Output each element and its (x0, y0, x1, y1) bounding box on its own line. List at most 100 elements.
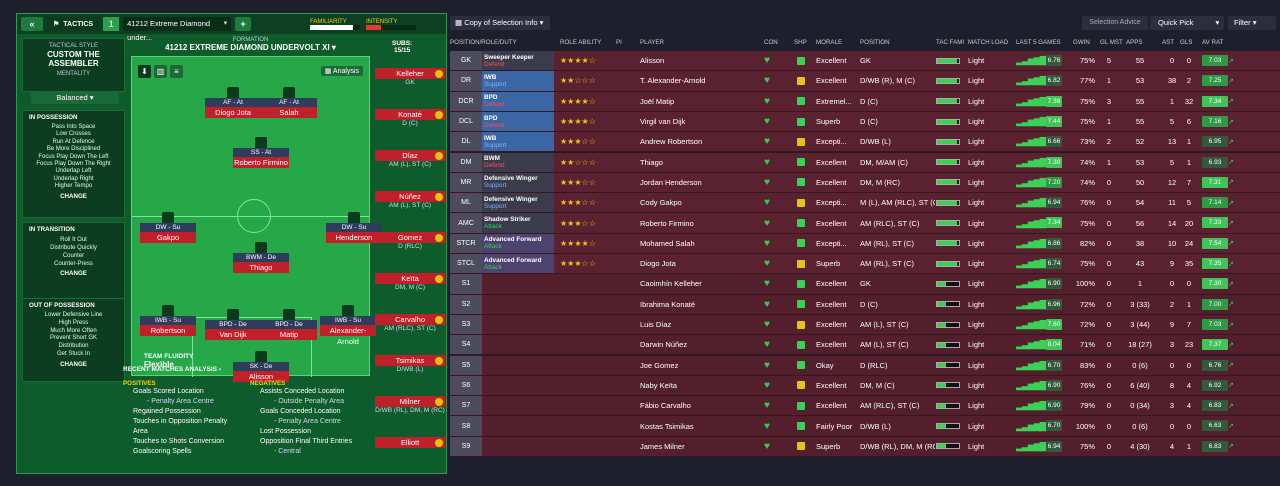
column-header[interactable]: TAC FAMI (936, 39, 965, 46)
tactical-style-box[interactable]: TACTICAL STYLE CUSTOM THE ASSEMBLER MENT… (22, 38, 125, 92)
role-duty[interactable]: Defensive Winger Support (482, 172, 554, 193)
tac-bar (936, 57, 960, 64)
table-row[interactable]: ML Defensive Winger Support ★★★☆☆ Cody Gakpo… (450, 193, 1280, 214)
column-header[interactable]: AST (1162, 39, 1175, 46)
sub-player[interactable]: Díaz AM (L), ST (C) (375, 150, 445, 181)
sub-player[interactable]: Núñez AM (L), ST (C) (375, 191, 445, 222)
column-header[interactable]: POSITION/ROLE/DUTY (450, 39, 517, 46)
list-icon[interactable]: ≡ (170, 65, 183, 78)
table-row[interactable]: GK Sweeper Keeper Defend ★★★★☆ Alisson ♥ Excel… (450, 51, 1280, 72)
column-header[interactable]: MORALE (816, 39, 843, 46)
pitch-player[interactable]: IWB - Su Robertson (140, 305, 196, 336)
role-duty[interactable]: BWM Defend (482, 152, 554, 172)
tactic-slot-number[interactable]: 1 (103, 17, 120, 31)
column-header[interactable]: GLS (1180, 39, 1193, 46)
pitch-player[interactable]: SK - De Alisson (233, 351, 289, 382)
table-row[interactable]: DL IWB Support ★★★☆☆ Andrew Robertson ♥ Except… (450, 132, 1280, 153)
pitch-player[interactable]: SS - At Roberto Firmino (233, 137, 289, 168)
table-row[interactable]: S6 Naby Keïta ♥ Excellent DM, M (C) Light ▂▃▅▆… (450, 375, 1280, 397)
table-row[interactable]: S3 Luis Díaz ♥ Excellent AM (L), ST (C) Light… (450, 314, 1280, 336)
role-duty[interactable]: Defensive Winger Support (482, 193, 554, 213)
sub-player[interactable]: Gomez D (RLC) (375, 232, 445, 263)
role-duty[interactable]: IWB Support (482, 71, 554, 91)
pitch-player[interactable]: IWB - Su Alexander-Arnold (320, 305, 376, 346)
match-load: Light (968, 380, 985, 390)
sub-name: Gomez (375, 232, 445, 243)
download-icon[interactable]: ⬇ (138, 65, 151, 78)
role-duty[interactable]: Shadow Striker Attack (482, 213, 554, 233)
table-row[interactable]: S4 Darwin Núñez ♥ Excellent AM (L), ST (C) Li… (450, 335, 1280, 356)
table-row[interactable]: STCR Advanced Forward Attack ★★★★☆ Mohamed S… (450, 233, 1280, 254)
tactics-tab[interactable]: ⚑ TACTICS (47, 17, 100, 31)
column-header[interactable]: SHP (794, 39, 807, 46)
column-header[interactable]: APPS (1126, 39, 1143, 46)
table-row[interactable]: S5 Joe Gomez ♥ Okay D (RLC) Light ▂▃▅▆▇ 6.70 83%… (450, 355, 1280, 376)
change-in-transition-button[interactable]: CHANGE (60, 270, 87, 277)
role-duty[interactable]: BPD Defend (482, 91, 554, 111)
filter-button[interactable]: Filter ▾ (1228, 16, 1276, 30)
pitch-player[interactable]: BWM - De Thiago (233, 242, 289, 273)
role-duty[interactable]: Advanced Forward Attack (482, 233, 554, 253)
positives-list: POSITIVES Goals Scored Location - Penalty… (123, 380, 243, 457)
table-row[interactable]: S8 Kostas Tsimikas ♥ Fairly Poor D/WB (L) Lig… (450, 416, 1280, 437)
pitch-player[interactable]: AF - At Diogo Jota (205, 87, 261, 118)
sub-player[interactable]: Carvalho AM (RLC), ST (C) (375, 314, 445, 345)
column-header[interactable]: PI (616, 39, 622, 46)
average-rating: 7.34 (1202, 95, 1228, 107)
table-row[interactable]: S9 James Milner ♥ Superb D/WB (RL), DM, M (R… (450, 436, 1280, 457)
sub-player[interactable]: Kelleher GK (375, 68, 445, 99)
column-header[interactable]: AV RAT (1202, 39, 1224, 46)
mentality-dropdown[interactable]: Balanced ▾ (31, 92, 119, 104)
tac-fill (937, 383, 946, 388)
view-dropdown[interactable]: ▦ Copy of Selection Info ▾ (450, 16, 550, 30)
column-header[interactable]: GWIN (1073, 39, 1090, 46)
table-row[interactable]: DCL BPD Defend ★★★★☆ Virgil van Dijk ♥ Superb D… (450, 111, 1280, 133)
column-header[interactable]: MATCH LOAD (968, 39, 1009, 46)
sub-player[interactable]: Elliott (375, 437, 445, 468)
pitch-player[interactable]: BPD - De Matip (261, 309, 317, 340)
recent-matches-analysis-link[interactable]: RECENT MATCHES ANALYSIS › (123, 366, 221, 373)
pitch-player[interactable]: DW - Su Gakpo (140, 212, 196, 243)
pitch-player[interactable]: BPD - De Van Dijk (205, 309, 261, 340)
tactic-name-dropdown[interactable]: 41212 Extreme Diamond under... ▾ (123, 17, 232, 42)
pitch-player[interactable]: AF - At Salah (261, 87, 317, 118)
table-row[interactable]: DM BWM Defend ★★☆☆☆ Thiago ♥ Excellent DM, M/AM… (450, 152, 1280, 173)
table-row[interactable]: S2 Ibrahima Konaté ♥ Excellent D (C) Light ▂▃▅… (450, 294, 1280, 315)
sub-player[interactable]: Keïta DM, M (C) (375, 273, 445, 304)
table-row[interactable]: DR IWB Support ★★☆☆☆ T. Alexander-Arnold ♥ Exc… (450, 71, 1280, 92)
column-header[interactable]: POSITION (860, 39, 890, 46)
goal-mistakes: 1 (1106, 117, 1112, 127)
role-duty[interactable]: BPD Defend (482, 111, 554, 132)
sub-player[interactable]: Tsimikas D/WB (L) (375, 355, 445, 386)
role-duty[interactable]: IWB Support (482, 132, 554, 152)
table-row[interactable]: S7 Fábio Carvalho ♥ Excellent AM (RLC), ST (… (450, 396, 1280, 417)
selection-advice-button[interactable]: Selection Advice (1082, 16, 1148, 30)
morale: Excepti... (816, 137, 847, 147)
sub-player[interactable]: Milner D/WB (RL), DM, M (RC) (375, 396, 445, 427)
change-in-possession-button[interactable]: CHANGE (60, 192, 87, 200)
table-row[interactable]: STCL Advanced Forward Attack ★★★☆☆ Diogo Jot… (450, 254, 1280, 275)
column-header[interactable]: LAST 5 GAMES (1016, 39, 1061, 46)
role-duty[interactable]: Advanced Forward Attack (482, 254, 554, 274)
column-header[interactable]: GL MST (1100, 39, 1123, 46)
sub-player[interactable]: Konaté D (C) (375, 109, 445, 140)
chart-icon[interactable]: ▥ (154, 65, 167, 78)
sharpness-square (797, 198, 805, 207)
table-row[interactable]: S1 Caoimhín Kelleher ♥ Excellent GK Light ▂▃▅▆… (450, 274, 1280, 295)
table-row[interactable]: MR Defensive Winger Support ★★★☆☆ Jordan Hen… (450, 172, 1280, 194)
player-name: Matip (261, 329, 317, 340)
column-header[interactable]: ROLE ABILITY (560, 39, 602, 46)
formation-name-dropdown[interactable]: 41212 EXTREME DIAMOND UNDERVOLT XI ▾ (165, 43, 336, 52)
table-row[interactable]: AMC Shadow Striker Attack ★★★☆☆ Roberto Firm… (450, 213, 1280, 234)
change-out-of-possession-button[interactable]: CHANGE (60, 360, 87, 368)
add-tactic-button[interactable]: + (235, 17, 252, 31)
column-header[interactable]: CON (764, 39, 778, 46)
pitch-player[interactable]: DW - Su Henderson (326, 212, 382, 243)
role-duty[interactable]: Sweeper Keeper Defend (482, 51, 554, 71)
column-header[interactable]: PLAYER (640, 39, 664, 46)
analysis-button[interactable]: ▦ Analysis (320, 66, 363, 76)
quick-pick-button[interactable]: Quick Pick ▾ (1150, 16, 1224, 30)
negative-item: Goals Conceded Location (260, 408, 341, 415)
table-row[interactable]: DCR BPD Defend ★★★★☆ Joël Matip ♥ Extremel... D… (450, 91, 1280, 112)
collapse-button[interactable]: « (21, 17, 43, 31)
